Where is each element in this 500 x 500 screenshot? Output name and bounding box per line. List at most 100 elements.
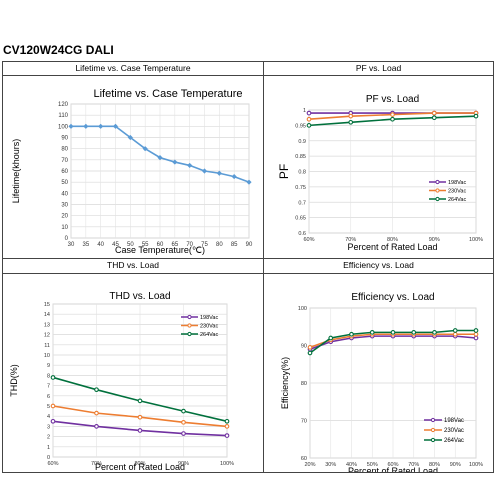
thd-legend-marker (187, 314, 192, 320)
thd-legend-label: 198Vac (200, 315, 218, 321)
pf-y-tick-label: 1 (303, 108, 306, 114)
efficiency-x-tick-label: 20% (304, 462, 315, 468)
thd-y-tick-label: 9 (47, 363, 50, 369)
charts-grid: Lifetime vs. Case Temperature PF vs. Loa… (2, 61, 494, 473)
pf-legend-label: 264Vac (448, 197, 466, 203)
lifetime-x-tick-label: 75 (201, 242, 208, 248)
pf-x-axis-label: Percent of Rated Load (347, 242, 437, 252)
thd-x-tick-label: 100% (220, 461, 234, 467)
efficiency-legend-marker (430, 417, 436, 423)
lifetime-y-axis-label: Lifetime(khours) (11, 139, 21, 204)
lifetime-x-tick-label: 55 (142, 242, 149, 248)
thd-legend-label: 264Vac (200, 332, 218, 338)
lifetime-data-point (157, 155, 163, 161)
lifetime-y-tick-label: 70 (61, 158, 68, 164)
grid-divider-vertical (263, 62, 264, 472)
efficiency-x-tick-label: 60% (387, 462, 398, 468)
efficiency-data-point (369, 330, 375, 335)
pf-data-point (306, 116, 312, 122)
efficiency-data-point (307, 350, 313, 356)
panel-header-pf: PF vs. Load (355, 63, 402, 73)
pf-legend-label: 198Vac (448, 180, 466, 186)
thd-y-tick-label: 15 (44, 302, 50, 308)
pf-data-point (306, 123, 312, 128)
lifetime-x-tick-label: 85 (231, 242, 238, 248)
document-title: CV120W24CG DALI (3, 43, 114, 57)
pf-data-point (306, 110, 312, 116)
lifetime-x-tick-label: 80 (216, 242, 223, 248)
lifetime-chart: 0 10 20 30 40 50 60 70 80 90 100 110 120 30 35 40 45 50 55… (11, 88, 253, 255)
lifetime-y-tick-label: 40 (61, 191, 68, 197)
lifetime-x-tick-label: 40 (97, 242, 104, 248)
lifetime-data-point (201, 168, 208, 174)
thd-chart-title: THD vs. Load (109, 291, 170, 302)
pf-x-tick-label: 70% (345, 237, 356, 243)
lifetime-y-tick-label: 0 (65, 236, 69, 242)
thd-y-tick-label: 14 (44, 312, 50, 318)
efficiency-x-tick-label: 70% (408, 462, 419, 468)
efficiency-data-point (328, 335, 334, 341)
lifetime-chart-title: Lifetime vs. Case Temperature (94, 88, 243, 100)
lifetime-y-tick-label: 90 (61, 136, 68, 142)
thd-data-point (94, 424, 99, 429)
pf-y-tick-label: 0.65 (295, 216, 306, 222)
panel-header-efficiency: Efficiency vs. Load (343, 260, 414, 270)
pf-y-tick-label: 0.8 (298, 170, 306, 176)
pf-chart-title: PF vs. Load (366, 94, 419, 105)
lifetime-data-point (112, 123, 119, 129)
pf-chart: 0.6 0.65 0.7 0.75 0.8 0.85 0.9 0.95 1 60% 70% 80% 90… (277, 94, 483, 252)
thd-y-tick-label: 3 (47, 424, 50, 430)
pf-legend-marker (435, 196, 440, 202)
lifetime-x-tick-label: 90 (246, 242, 253, 248)
thd-x-tick-label: 90% (178, 461, 189, 467)
thd-y-axis-label: THD(%) (9, 364, 19, 397)
lifetime-data-point (83, 123, 89, 129)
thd-y-tick-label: 2 (47, 435, 50, 441)
thd-x-tick-label: 70% (91, 461, 102, 467)
pf-y-tick-label: 0.75 (295, 185, 306, 191)
pf-legend-label: 230Vac (448, 189, 466, 195)
pf-y-tick-label: 0.85 (295, 154, 306, 160)
efficiency-y-tick-label: 100 (298, 306, 307, 312)
efficiency-x-axis-label: Percent of Rated Load (348, 466, 438, 472)
pf-y-tick-label: 0.95 (295, 123, 306, 129)
lifetime-data-point (231, 173, 237, 180)
thd-legend-label: 230Vac (200, 324, 218, 330)
thd-legend-marker (187, 331, 192, 337)
pf-x-tick-label: 90% (429, 237, 440, 243)
thd-y-tick-label: 12 (44, 333, 50, 339)
thd-data-point (181, 419, 186, 425)
pf-data-point (348, 119, 354, 125)
thd-x-axis-label: Percent of Rated Load (95, 462, 185, 472)
efficiency-y-axis-label: Efficiency(%) (280, 357, 290, 409)
efficiency-y-tick-label: 90 (301, 344, 307, 350)
thd-x-tick-label: 60% (47, 461, 58, 467)
pf-x-tick-label: 60% (303, 237, 314, 243)
lifetime-y-tick-label: 20 (61, 214, 68, 220)
efficiency-x-tick-label: 80% (429, 462, 440, 468)
lifetime-y-tick-label: 80 (61, 147, 68, 153)
thd-data-point (224, 418, 230, 424)
lifetime-y-tick-label: 50 (61, 180, 68, 186)
efficiency-data-point (307, 345, 313, 350)
pf-data-point (390, 116, 395, 122)
thd-y-tick-label: 5 (47, 404, 50, 410)
thd-data-point (137, 414, 143, 420)
efficiency-data-point (473, 328, 479, 333)
lifetime-data-point (246, 179, 252, 185)
efficiency-x-tick-label: 90% (450, 462, 461, 468)
thd-y-tick-label: 11 (44, 343, 50, 349)
efficiency-y-tick-label: 80 (301, 381, 307, 387)
thd-data-point (181, 431, 186, 436)
lifetime-x-tick-label: 45 (112, 242, 119, 248)
lifetime-y-tick-label: 10 (61, 225, 68, 231)
thd-y-tick-label: 4 (47, 414, 50, 420)
lifetime-y-tick-label: 30 (61, 203, 68, 209)
panel-header-thd: THD vs. Load (107, 260, 159, 270)
thd-y-tick-label: 0 (47, 455, 50, 461)
efficiency-data-point (411, 330, 417, 335)
efficiency-x-tick-label: 40% (346, 462, 357, 468)
efficiency-x-tick-label: 50% (367, 462, 378, 468)
thd-data-point (181, 408, 186, 414)
efficiency-chart-title: Efficiency vs. Load (351, 292, 434, 303)
